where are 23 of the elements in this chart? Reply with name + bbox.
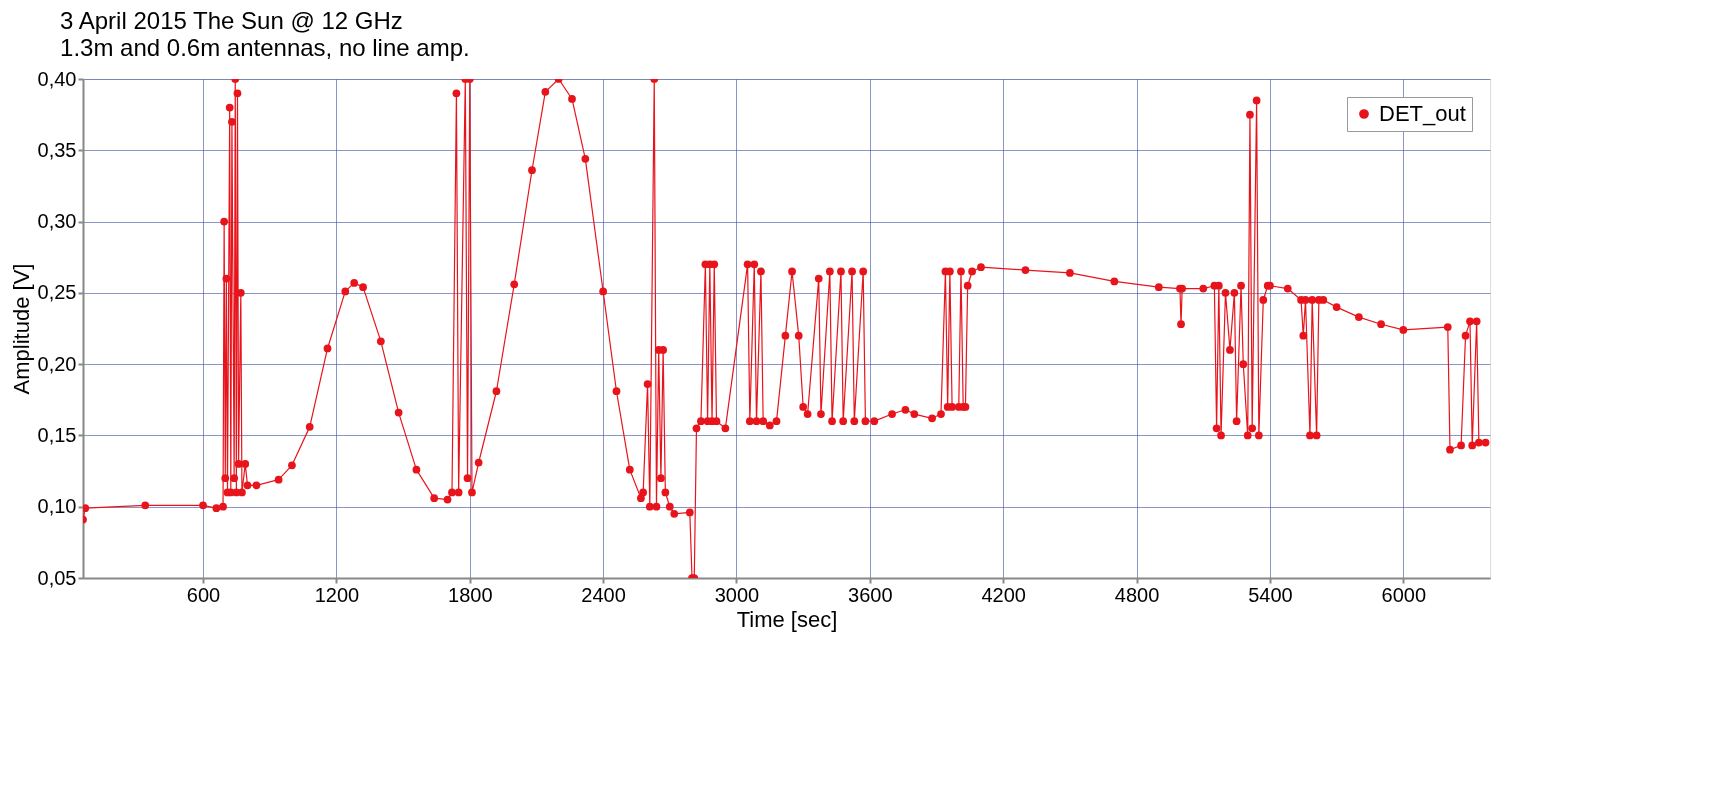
- y-tick-label: 0,10: [37, 495, 77, 518]
- x-tick-label: 4800: [1114, 583, 1160, 606]
- chart-subtitle: 1.3m and 0.6m antennas, no line amp.: [60, 34, 470, 61]
- chart-title: 3 April 2015 The Sun @ 12 GHz: [60, 7, 403, 34]
- x-tick-label: 600: [186, 583, 221, 606]
- legend-label: DET_out: [1379, 101, 1466, 126]
- x-axis-title: Time [sec]: [736, 606, 838, 632]
- y-tick-label: 0,35: [37, 138, 77, 161]
- y-tick-label: 0,40: [37, 67, 77, 90]
- y-tick-label: 0,25: [37, 281, 77, 304]
- x-tick-label: 5400: [1248, 583, 1293, 606]
- y-tick-label: 0,20: [37, 352, 77, 375]
- y-tick-label: 0,15: [37, 423, 77, 446]
- x-tick-label: 3600: [848, 583, 893, 606]
- x-tick-label: 1200: [314, 583, 360, 606]
- x-tick-label: 4200: [981, 583, 1026, 606]
- y-axis-title: Amplitude [V]: [8, 263, 34, 395]
- y-tick-label: 0,30: [37, 210, 77, 233]
- x-tick-label: 2400: [581, 583, 626, 606]
- x-tick-label: 3000: [714, 583, 760, 606]
- x-tick-label: 1800: [448, 583, 493, 606]
- y-tick-label: 0,05: [37, 566, 77, 589]
- x-tick-label: 6000: [1381, 583, 1427, 606]
